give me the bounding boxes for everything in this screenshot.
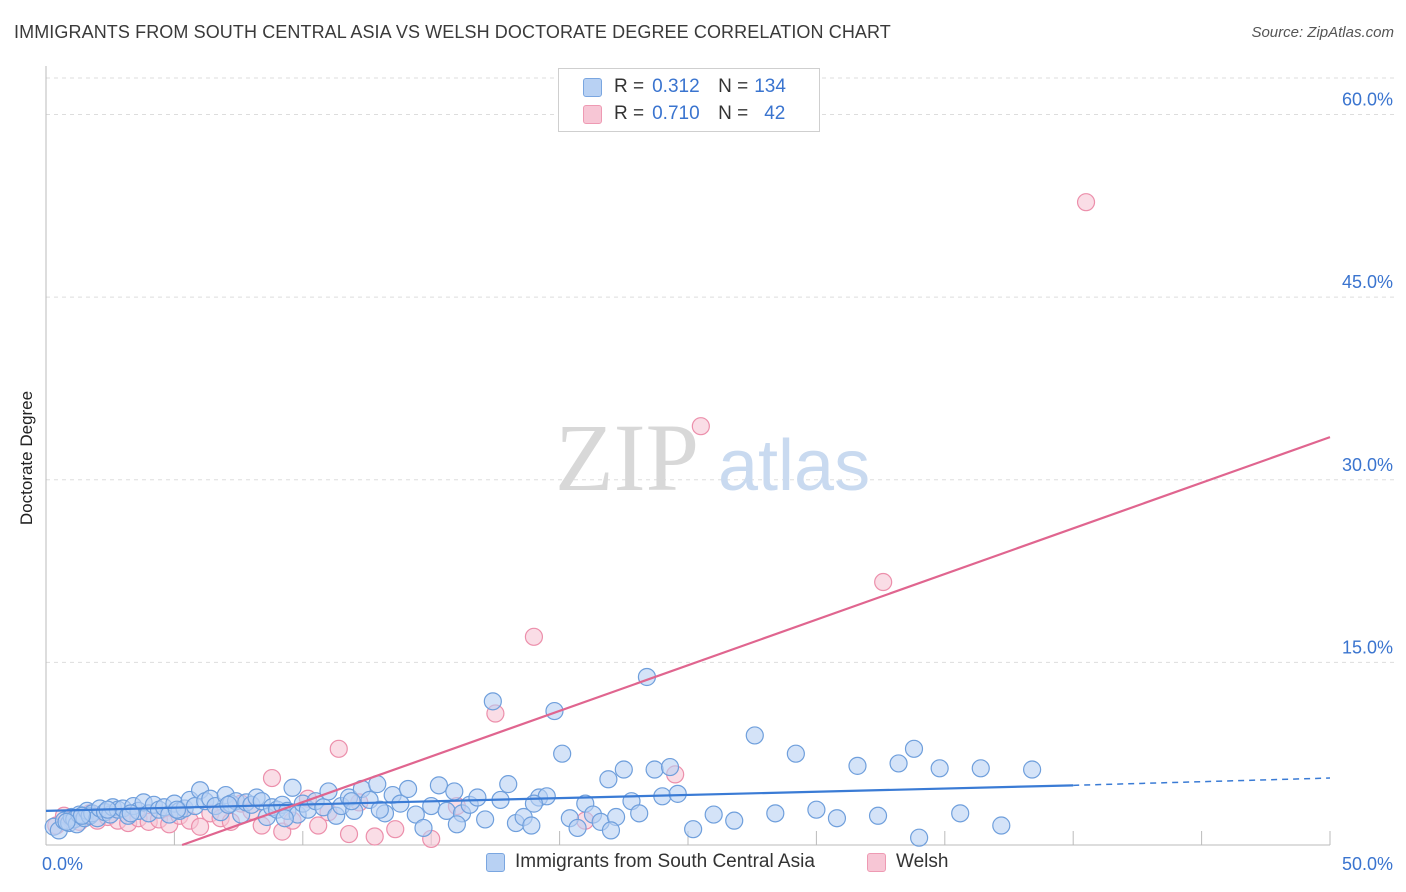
welsh-trend-line [181, 436, 1331, 847]
south-central-asia-point [614, 760, 633, 779]
south-central-asia-point [445, 782, 464, 801]
south-central-asia-point [684, 820, 703, 839]
south-central-asia-point [786, 744, 805, 763]
chart-title: IMMIGRANTS FROM SOUTH CENTRAL ASIA VS WE… [14, 22, 891, 42]
welsh-point [874, 572, 893, 592]
welsh-point [524, 627, 544, 646]
legend-row-pink: R = 0.710 N = 42 [583, 101, 785, 127]
x-tick-label-max: 50.0% [1342, 854, 1393, 874]
south-central-asia-point [370, 800, 389, 819]
watermark-zip: ZIP [555, 404, 699, 511]
source-credit: Source: ZipAtlas.com [1251, 24, 1394, 41]
south-central-asia-point [807, 800, 826, 819]
south-central-asia-trend-line [45, 784, 1074, 813]
south-central-asia-point [499, 775, 518, 794]
south-central-asia-point [601, 821, 621, 840]
south-central-asia-point [660, 757, 680, 777]
x-tick-label-min: 0.0% [42, 854, 83, 874]
south-central-asia-point [167, 800, 187, 819]
bottom-legend-label-blue: Immigrants from South Central Asia [515, 851, 815, 872]
south-central-asia-point [910, 828, 929, 847]
y-tick-label-0: 15.0% [1342, 637, 1393, 657]
south-central-asia-point [121, 804, 140, 823]
south-central-asia-point [668, 784, 687, 803]
south-central-asia-point [483, 692, 502, 711]
welsh-point [691, 417, 710, 436]
welsh-point [190, 817, 210, 836]
south-central-asia-point [704, 805, 723, 824]
y-tick-label-2: 45.0% [1342, 272, 1393, 292]
south-central-asia-point [219, 795, 238, 814]
legend-n-label-pink: N = [718, 103, 749, 124]
tick-labels: 15.0% 30.0% 45.0% 60.0% 0.0% 50.0% [42, 90, 1393, 874]
legend-r-label-blue: R = [614, 76, 645, 97]
south-central-asia-point [447, 815, 466, 834]
south-central-asia-point [568, 818, 587, 838]
south-central-asia-point [342, 792, 361, 811]
south-central-asia-point [725, 811, 744, 830]
south-central-asia-point [1023, 760, 1042, 779]
south-central-asia-point [72, 806, 92, 825]
legend-r-value-pink: 0.710 [652, 103, 700, 124]
south-central-asia-point [406, 805, 425, 824]
south-central-asia-point [275, 809, 294, 828]
south-central-asia-point [391, 794, 410, 813]
south-central-asia-point [992, 816, 1011, 835]
south-central-asia-point [827, 809, 847, 828]
south-central-asia-point [57, 812, 76, 831]
welsh-point [365, 827, 384, 846]
bottom-legend-blue: Immigrants from South Central Asia [486, 851, 815, 873]
south-central-asia-point [319, 782, 338, 801]
correlation-legend: R = 0.312 N = 134 R = 0.710 N = 42 [558, 68, 820, 132]
y-tick-label-3: 60.0% [1342, 90, 1393, 110]
legend-swatch-blue [583, 77, 602, 97]
south-central-asia-point [630, 804, 649, 823]
welsh-point [329, 739, 348, 758]
south-central-asia-point [951, 804, 970, 823]
legend-row-blue: R = 0.312 N = 134 [583, 74, 786, 100]
welsh-point [386, 820, 405, 839]
south-central-asia-point [429, 776, 449, 795]
south-central-asia-point [468, 788, 487, 807]
welsh-point [1076, 193, 1096, 212]
legend-swatch-pink [583, 104, 602, 124]
legend-r-value-blue: 0.312 [652, 76, 700, 97]
south-central-asia-point [904, 739, 924, 758]
south-central-asia-point [930, 759, 949, 778]
welsh-point [339, 824, 359, 844]
south-central-asia-point [766, 804, 785, 823]
welsh-points [47, 193, 1096, 849]
bottom-legend-pink: Welsh [867, 851, 948, 873]
south-central-asia-points [44, 667, 1042, 847]
legend-n-value-blue: 134 [754, 76, 786, 97]
watermark: ZIP atlas [555, 404, 870, 511]
south-central-asia-point [398, 779, 418, 799]
south-central-asia-point [283, 778, 302, 797]
south-central-asia-point [522, 816, 541, 835]
welsh-point [262, 768, 282, 788]
legend-n-label-blue: N = [718, 76, 749, 97]
trend-lines [45, 436, 1331, 847]
south-central-asia-point [745, 726, 764, 745]
south-central-asia-point [868, 806, 888, 825]
south-central-asia-point [476, 810, 495, 829]
legend-r-label-pink: R = [614, 103, 645, 124]
watermark-atlas: atlas [718, 426, 870, 506]
grid-lines [46, 77, 1395, 663]
legend-n-value-pink: 42 [764, 103, 786, 124]
south-central-asia-point [848, 756, 867, 775]
bottom-legend-swatch-blue [486, 852, 505, 872]
south-central-asia-point [645, 760, 664, 779]
south-central-asia-point [553, 744, 572, 763]
y-tick-label-1: 30.0% [1342, 455, 1393, 475]
south-central-asia-point [414, 818, 433, 838]
bottom-legend-label-pink: Welsh [896, 851, 949, 872]
south-central-asia-point [889, 754, 908, 773]
bottom-legend-swatch-pink [867, 852, 886, 872]
south-central-asia-point [599, 770, 618, 789]
south-central-asia-trend-extension [1073, 777, 1331, 787]
south-central-asia-point [971, 759, 990, 778]
welsh-point [309, 816, 328, 835]
